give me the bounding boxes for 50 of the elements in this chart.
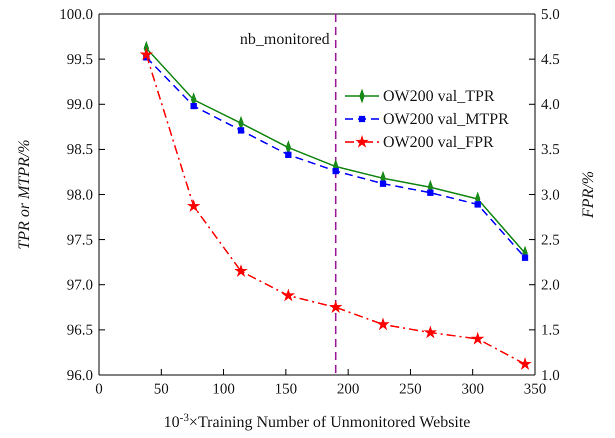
point <box>190 102 197 110</box>
point <box>427 190 434 196</box>
y-tick-label: 99.5 <box>66 52 93 68</box>
ref-line-label: nb_monitored <box>240 31 330 48</box>
y-tick-label: 97.5 <box>66 232 93 248</box>
x-tick-label: 50 <box>154 382 169 398</box>
point <box>234 264 248 277</box>
y2-tick-label: 4.0 <box>541 97 560 114</box>
legend-label: OW200 val_TPR <box>383 88 495 105</box>
y2-axis-title: FPR/% <box>580 170 597 220</box>
y2-tick-label: 2.5 <box>541 232 560 248</box>
point <box>285 152 292 158</box>
y-tick-label: 98.0 <box>66 187 93 204</box>
point <box>282 288 296 302</box>
y-tick-label: 99.0 <box>66 97 93 114</box>
point <box>424 326 438 338</box>
y-tick-label: 96.5 <box>66 322 93 339</box>
point <box>332 168 339 174</box>
point <box>376 317 390 330</box>
point <box>238 127 244 134</box>
y2-tick-label: 2.0 <box>541 278 560 294</box>
y-tick-label: 97.0 <box>66 278 93 294</box>
x-tick-label: 300 <box>461 382 484 398</box>
x-axis-title: 10$^{-3}$×Training Number of Unmonitored Website <box>164 412 470 431</box>
y2-tick-label: 3.5 <box>541 142 560 158</box>
y2-tick-label: 1.0 <box>541 368 560 384</box>
x-tick-label: 250 <box>399 382 422 398</box>
x-tick-label: 350 <box>524 382 546 398</box>
legend-label: OW200 val_MTPR <box>383 111 510 128</box>
point <box>329 300 342 313</box>
y2-tick-label: 1.5 <box>541 322 560 339</box>
y2-tick-label: 5.0 <box>541 6 560 23</box>
y-tick-label: 98.5 <box>66 142 93 158</box>
y2-tick-label: 3.0 <box>541 187 560 204</box>
point <box>380 180 386 187</box>
x-tick-label: 0 <box>95 382 103 398</box>
y2-tick-label: 4.5 <box>541 52 560 68</box>
point <box>474 201 481 208</box>
point <box>518 357 532 370</box>
x-tick-label: 200 <box>336 382 360 398</box>
point <box>471 332 484 345</box>
point <box>522 254 528 261</box>
x-tick-label: 150 <box>274 382 298 398</box>
point <box>140 48 153 60</box>
y-axis-title: TPR or MTPR/% <box>16 139 33 250</box>
y-tick-label: 100.0 <box>59 6 93 23</box>
point <box>187 199 200 212</box>
y-tick-label: 96.0 <box>66 368 93 384</box>
x-tick-label: 100 <box>212 382 235 398</box>
legend-label: OW200 val_FPR <box>383 134 494 151</box>
